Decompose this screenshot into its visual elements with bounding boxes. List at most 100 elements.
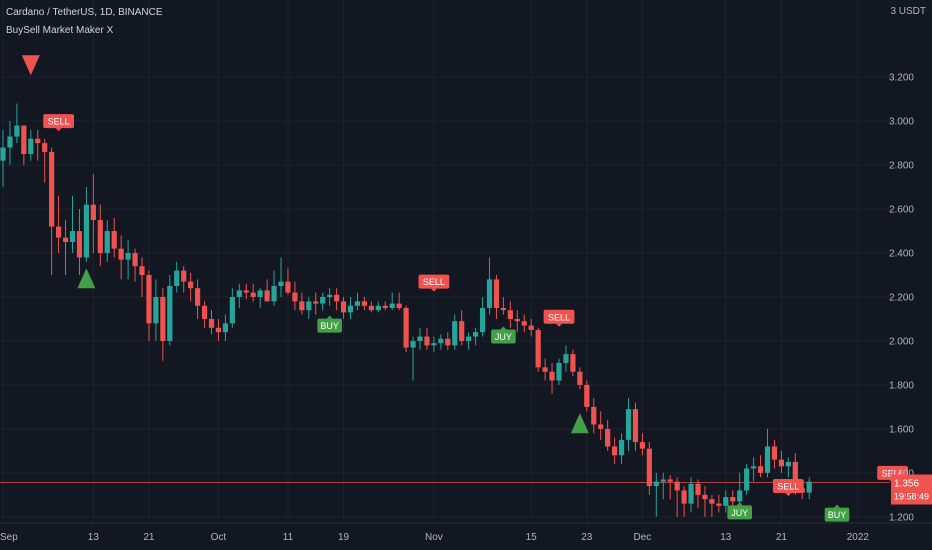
signal-pointer <box>556 323 562 327</box>
x-tick-label: 11 <box>283 532 294 543</box>
candle-body <box>667 479 673 482</box>
y-tick-label: 2.600 <box>889 205 914 216</box>
candle-body <box>215 327 222 333</box>
candle-body <box>201 305 208 319</box>
candle <box>76 209 83 276</box>
candle-body <box>257 290 263 297</box>
indicator-name[interactable]: BuySell Market Maker X <box>6 25 114 36</box>
sell-signal-label: SELL <box>543 309 575 327</box>
candle <box>299 292 305 315</box>
candle-body <box>778 459 784 467</box>
symbol-title[interactable]: Cardano / TetherUS, 1D, BINANCE <box>6 7 163 18</box>
signal-text: BUY <box>828 510 847 520</box>
candle <box>160 288 166 361</box>
candle <box>709 494 715 517</box>
x-tick-label: Nov <box>425 532 443 543</box>
candle-body <box>542 367 548 372</box>
candle <box>764 428 771 478</box>
candle-body <box>195 288 201 306</box>
candle-body <box>410 340 416 348</box>
candle-body <box>160 296 166 341</box>
signal-pointer <box>834 504 840 508</box>
candle-body <box>612 446 618 456</box>
candle-body <box>174 270 180 286</box>
candle-body <box>132 253 138 267</box>
candle-body <box>83 204 89 258</box>
signal-badge <box>543 309 575 324</box>
candle-body <box>90 204 96 221</box>
candle <box>306 296 312 319</box>
y-tick-label: 1.600 <box>889 424 914 435</box>
candle <box>577 367 583 390</box>
candle-body <box>222 323 228 333</box>
candle <box>514 310 520 333</box>
candle <box>431 336 437 352</box>
signal-badge <box>824 507 850 522</box>
candle-body <box>229 296 235 324</box>
signal-text: SELL <box>423 277 445 287</box>
candle <box>292 281 298 311</box>
candle-body <box>473 332 479 337</box>
y-tick-label: 2.400 <box>889 249 914 260</box>
candle <box>69 195 76 254</box>
candle <box>139 257 145 297</box>
candle-body <box>69 231 76 243</box>
candle-body <box>528 325 534 330</box>
candle-body <box>625 409 632 440</box>
candle <box>7 121 13 166</box>
candle <box>28 129 34 161</box>
candle-body <box>181 270 187 282</box>
candle-body <box>21 125 27 155</box>
candle <box>257 288 263 308</box>
candle <box>146 270 152 341</box>
candle-body <box>139 266 145 276</box>
signal-text: SELL <box>548 312 570 322</box>
candle <box>327 288 333 306</box>
candle-body <box>125 253 131 260</box>
signal-pointer <box>736 502 743 506</box>
candle-body <box>153 296 159 324</box>
candle-body <box>14 125 20 137</box>
candle <box>243 283 249 300</box>
candle-body <box>466 336 472 341</box>
candle <box>313 292 319 315</box>
candle-body <box>591 406 597 425</box>
price-axis[interactable]: 1.200 1.400 1.600 1.800 2.000 2.200 2.400 2.600… <box>889 73 914 524</box>
candle-body <box>549 371 555 381</box>
y-tick-label: 2.000 <box>889 336 914 347</box>
y-tick-label: 1.400 <box>889 468 914 479</box>
candle-body <box>104 231 110 254</box>
candle-body <box>646 448 652 487</box>
candle-body <box>271 286 277 302</box>
price-tag-value: 1.356 <box>894 479 919 490</box>
signal-text: JUY <box>495 332 512 342</box>
signal-text: JUY <box>731 508 748 518</box>
candle <box>584 380 590 412</box>
candle <box>466 332 472 350</box>
candle-body <box>424 336 430 346</box>
candle <box>598 411 604 440</box>
candle-body <box>347 305 354 313</box>
candle <box>549 362 555 394</box>
candle <box>459 310 465 346</box>
time-axis[interactable]: Sep 13 21 Oct 11 19 Nov 15 23 Dec 13 21 2022 <box>0 522 932 543</box>
candle-body <box>618 439 625 456</box>
candle <box>723 490 729 513</box>
candle-body <box>486 279 493 308</box>
candle-body <box>361 301 367 306</box>
candle-body <box>389 303 395 308</box>
candle-body <box>771 446 778 460</box>
y-tick-label: 1.800 <box>889 380 914 391</box>
candle <box>674 477 680 517</box>
candle <box>111 217 117 258</box>
candle-body <box>445 338 451 346</box>
signal-pointer <box>785 493 792 497</box>
x-tick-label: Sep <box>0 532 18 543</box>
candle <box>90 173 96 254</box>
candle-body <box>97 220 103 254</box>
sell-signal-label: SELL <box>772 479 804 497</box>
grid <box>0 0 890 523</box>
signal-badge <box>491 329 516 344</box>
candle-body <box>785 461 791 467</box>
